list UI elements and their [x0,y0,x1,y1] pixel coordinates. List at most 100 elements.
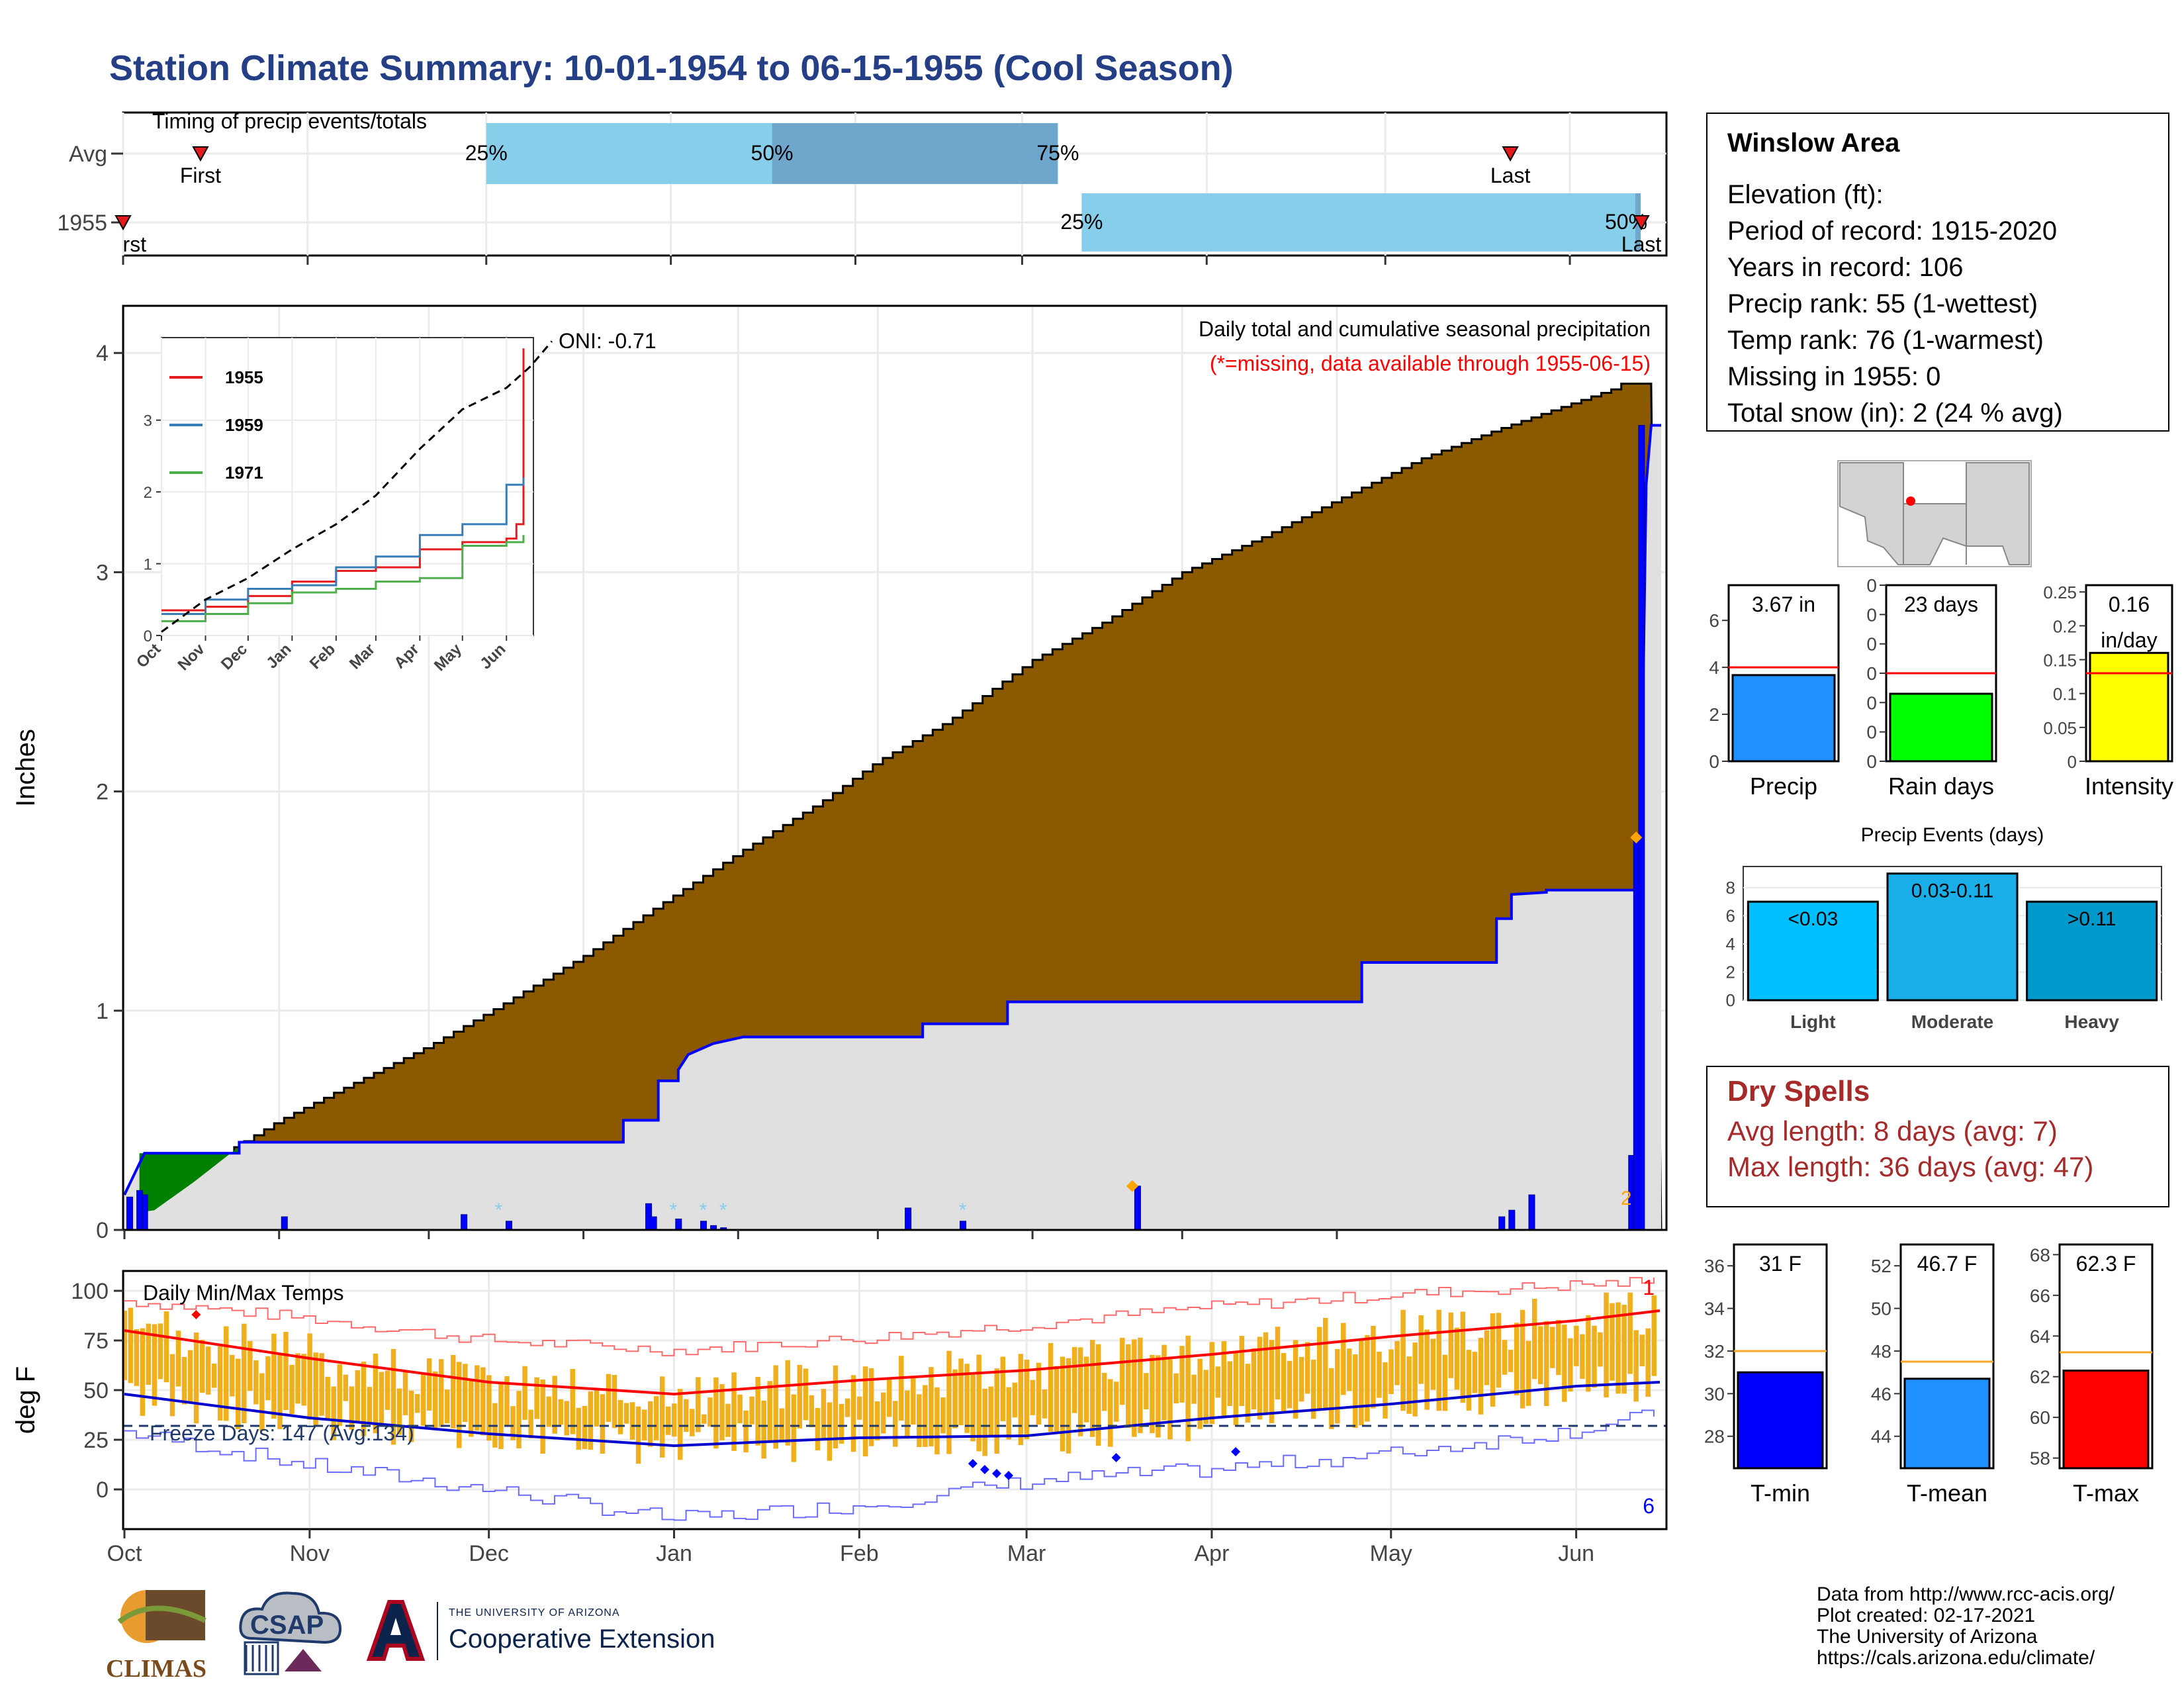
temp-daily-bar [1263,1332,1269,1415]
temp-daily-bar [1179,1346,1185,1403]
temp-daily-bar [929,1367,934,1446]
temp-daily-bar [1466,1350,1472,1411]
tmin-value-label: 31 F [1759,1252,1801,1276]
temp-daily-bar [265,1356,271,1401]
events-y-tick-label: 2 [1726,962,1735,982]
temp-daily-bar [665,1406,671,1435]
dry-spells-title: Dry Spells [1727,1075,1870,1107]
tmax-bar [2062,1370,2150,1470]
temps-chart: 0 25 50 75 100 Oct Nov Dec Jan Feb Mar Apr May Jun deg… [11,1270,1668,1566]
temp-daily-bar [1448,1312,1454,1378]
temp-daily-bar [1089,1340,1095,1437]
temp-daily-bar [702,1414,707,1424]
tmean-y-tick-label: 48 [1871,1341,1891,1362]
temp-daily-bar [749,1396,754,1425]
temp-daily-bar [821,1389,827,1439]
temp-daily-bar [199,1340,205,1393]
temp-daily-bar [588,1391,594,1450]
temp-daily-bar [1083,1356,1089,1423]
temp-daily-bar [1221,1341,1227,1417]
temp-daily-bar [612,1375,617,1429]
temp-daily-bar [911,1378,916,1425]
temp-daily-bar [678,1389,683,1460]
tmax-value-label: 62.3 F [2076,1252,2136,1276]
precip-snow-mark: * [669,1199,677,1221]
temp-daily-bar [1371,1325,1376,1409]
precip-max-marker [1126,1180,1138,1192]
temp-daily-bar [1525,1340,1531,1406]
temp-daily-bar [880,1392,886,1434]
temp-daily-bar [313,1352,318,1427]
temp-daily-bar [1132,1339,1137,1437]
intensity-value-label: in/day [2101,628,2157,652]
temp-daily-bar [594,1388,600,1427]
dry-spells-box: Dry Spells Avg length: 8 days (avg: 7) M… [1706,1066,2169,1207]
temp-daily-bar [187,1350,193,1403]
temp-record-high-count: 1 [1643,1276,1655,1299]
temp-daily-bar [1472,1352,1478,1393]
temp-daily-bar [582,1405,588,1450]
temp-record-marker [1004,1471,1014,1480]
timing-1955-first-marker [114,215,132,231]
temp-daily-bar [1024,1359,1030,1440]
temp-daily-bar [1394,1340,1400,1385]
temp-daily-bar [1071,1346,1077,1413]
temp-daily-bar [899,1356,904,1421]
timing-1955-bar [1081,193,1636,252]
temp-daily-bar [295,1353,300,1404]
temp-daily-bar [193,1332,199,1424]
temp-x-tick-label: Nov [290,1541,330,1566]
temp-daily-bar [779,1408,784,1441]
temp-chart-title: Daily Min/Max Temps [143,1281,343,1305]
temp-daily-bar [684,1399,689,1432]
precip-daily-bar [650,1216,657,1231]
temp-record-marker [191,1310,201,1319]
tmax-y-tick-label: 64 [2030,1326,2050,1346]
precip-daily-bar [1638,425,1645,1231]
temp-daily-bar [271,1333,277,1419]
temp-daily-bar [498,1382,504,1450]
timing-1955-last-marker [1633,215,1650,231]
inset-average-line [161,340,553,633]
temp-daily-bar [917,1394,922,1448]
temp-daily-bar [1365,1335,1370,1422]
temp-daily-bar [737,1394,743,1424]
temp-daily-bar [833,1365,839,1449]
temp-daily-bar [600,1394,606,1454]
temp-daily-bar [797,1364,803,1429]
temp-daily-bar [1287,1360,1293,1409]
temp-x-tick-label: Mar [1007,1541,1046,1566]
temp-daily-bar [672,1403,677,1437]
temp-daily-bar [1484,1330,1490,1385]
temp-daily-bar [1304,1342,1310,1394]
temp-daily-bar [469,1379,474,1437]
temp-daily-bar [1054,1366,1060,1434]
inset-series-line [161,535,525,622]
temp-daily-bar [1502,1340,1508,1375]
tmean-category-label: T-mean [1907,1479,1987,1507]
temp-daily-bar [982,1388,987,1456]
temp-daily-bar [163,1311,169,1383]
temp-daily-bar [1627,1292,1633,1374]
temp-daily-bar [463,1364,468,1423]
temp-daily-bar [623,1403,629,1424]
inset-y-tick-label: 3 [144,412,152,430]
station-name: Winslow Area [1727,128,1900,158]
temp-daily-bar [337,1364,342,1427]
events-y-tick-label: 8 [1726,878,1735,898]
temp-daily-bar [426,1358,432,1411]
inset-legend-label: 1959 [225,415,263,435]
temp-daily-bar [1269,1340,1275,1423]
tmean-y-tick-label: 52 [1871,1256,1891,1276]
precip-total-y-tick-label: 2 [1709,704,1719,725]
timing-1955-first-label: First [105,232,146,256]
ua-logo: THE UNIVERSITY OF ARIZONA Cooperative Ex… [363,1595,747,1668]
temp-daily-bar [731,1372,737,1451]
events-y-tick-label: 0 [1726,990,1735,1010]
temp-x-tick-label: Jan [656,1541,692,1566]
temp-daily-bar [1101,1372,1107,1411]
temp-daily-bar [1036,1362,1042,1425]
temp-daily-bar [1203,1370,1208,1425]
tmin-y-tick-label: 36 [1704,1256,1725,1276]
temp-daily-bar [1066,1358,1071,1454]
